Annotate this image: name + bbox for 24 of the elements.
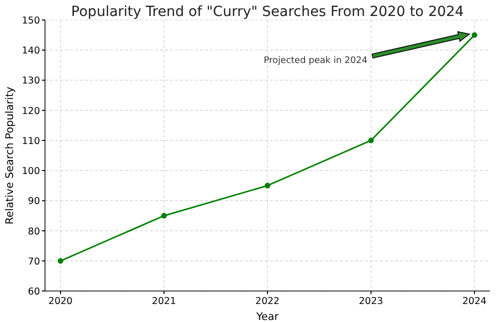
y-tick-label: 120 [22,106,40,117]
x-tick-label: 2020 [48,296,73,307]
y-tick-label: 60 [28,286,40,298]
point [472,32,478,38]
y-tick-label: 70 [28,256,40,268]
y-tick-label: 80 [28,226,40,238]
x-axis-title: Year [255,311,280,322]
point [368,138,374,144]
x-tick-label: 2021 [152,296,176,307]
y-tick-label: 140 [22,46,40,57]
y-tick-label: 130 [22,76,40,87]
x-tick-label: 2022 [255,296,280,307]
point [264,182,270,188]
point [58,258,64,264]
y-tick-label: 150 [22,16,40,26]
chart-title: Popularity Trend of "Curry" Searches From 2020 to 2024 [71,4,464,20]
x-tick-label: 2024 [462,296,487,307]
x-tick-label: 2023 [358,296,384,307]
point [161,212,167,219]
y-axis-title: Relative Search Popularity [4,86,16,224]
y-tick-label: 90 [28,196,40,208]
annotation: Projected peak in 2024 [264,56,368,66]
y-tick-label: 100 [22,166,40,178]
y-tick-label: 110 [22,136,40,147]
